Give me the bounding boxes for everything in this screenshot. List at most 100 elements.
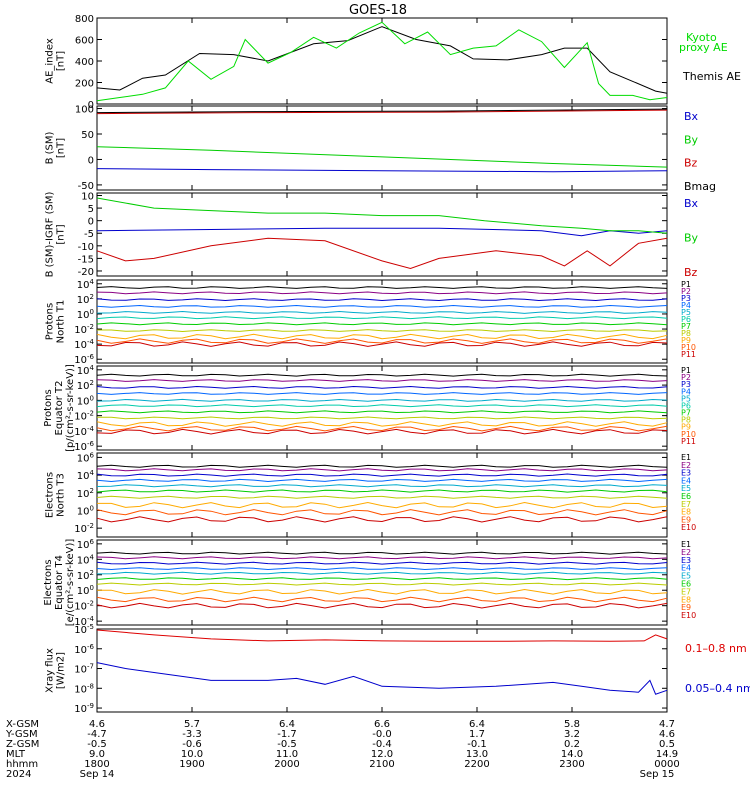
legend-entry: P4 <box>681 387 691 396</box>
ephemeris-value: 0000 <box>654 759 679 770</box>
panel-frame <box>96 365 668 451</box>
channel-line <box>96 489 668 493</box>
ephemeris-row-label: X-GSM <box>6 719 39 730</box>
series-line <box>96 237 668 270</box>
channel-line <box>96 373 668 377</box>
channel-line <box>97 329 668 333</box>
y-tick-label: 100 <box>77 308 94 321</box>
channel-line <box>96 385 668 389</box>
y-tick-label: 0 <box>88 100 94 111</box>
ephemeris-value: -0.1 <box>467 739 487 750</box>
y-axis-label: [nT] <box>56 138 67 158</box>
y-tick-label: 102 <box>77 487 94 500</box>
legend-entry: P5 <box>681 308 691 317</box>
y-tick-label: 10-2 <box>74 410 94 423</box>
channel-line <box>96 298 668 302</box>
y-tick-label: 100 <box>77 584 94 597</box>
channel-line <box>96 567 668 571</box>
y-tick-label: 106 <box>77 538 95 551</box>
series-line <box>96 629 668 642</box>
legend-entry: E2 <box>681 548 691 557</box>
legend-entry: E7 <box>681 500 691 509</box>
channel-line <box>96 468 668 472</box>
channel-line <box>96 421 668 427</box>
channel-line <box>96 392 668 395</box>
ephemeris-value: 1.7 <box>469 729 485 740</box>
channel-line <box>96 478 668 483</box>
y-tick-label: -20 <box>78 267 94 278</box>
series-line <box>96 227 668 237</box>
series-line <box>96 662 668 695</box>
ephemeris-value: 13.0 <box>466 749 488 760</box>
ephemeris-row-label: MLT <box>6 749 26 760</box>
legend-entry: E3 <box>681 556 691 565</box>
ephemeris-value: -1.7 <box>277 729 297 740</box>
legend-entry: 0.05–0.4 nm <box>685 682 750 695</box>
y-tick-label: 400 <box>75 57 94 68</box>
y-tick-label: 102 <box>77 379 94 392</box>
legend-entry: P8 <box>681 416 691 425</box>
channel-line <box>96 509 668 516</box>
ephemeris-value: -4.7 <box>87 729 107 740</box>
legend-entry: Bx <box>684 197 699 210</box>
panel-3: 105 0-5 -10-15 -20 B (SM)-IGRF (SM) [nT] Bx By B… <box>45 192 699 279</box>
y-tick-label: 10-7 <box>74 663 94 676</box>
y-tick-label: 100 <box>75 105 94 116</box>
legend-entry: E4 <box>681 564 691 573</box>
y-tick-label: 10-4 <box>74 338 94 351</box>
y-tick-label: 200 <box>75 79 94 90</box>
y-tick-label: 106 <box>77 451 95 464</box>
legend-entry: P5 <box>681 394 691 403</box>
y-tick-label: 10-6 <box>74 643 94 656</box>
ephemeris-value: 14.9 <box>656 749 678 760</box>
ephemeris-value: 0.5 <box>659 739 675 750</box>
panel-8: 10-5 10-6 10-7 10-8 10-9 Xray flux [W/m2] 0.1–0… <box>45 623 750 715</box>
ephemeris-value: 6.4 <box>279 719 295 730</box>
ephemeris-value: 6.6 <box>374 719 390 730</box>
legend-entry: Themis AE <box>682 70 741 83</box>
channel-line <box>96 322 668 326</box>
legend-entry: By <box>684 133 699 146</box>
legend-entry: P9 <box>681 423 691 432</box>
y-axis-label: Electrons <box>43 559 54 605</box>
ephemeris-value: 4.6 <box>89 719 105 730</box>
channel-line <box>97 501 668 509</box>
legend-entry: E6 <box>681 580 691 589</box>
legend-entry: P2 <box>681 287 691 296</box>
legend-entry: P1 <box>681 366 691 375</box>
y-tick-label: 104 <box>77 364 95 377</box>
ephemeris-value: 6.4 <box>469 719 485 730</box>
y-axis-label: [nT] <box>56 51 67 71</box>
date-start: Sep 14 <box>80 769 115 780</box>
legend-entry: E5 <box>681 572 691 581</box>
y-tick-label: 104 <box>77 553 95 566</box>
channel-line <box>96 428 668 435</box>
channel-line <box>96 398 668 402</box>
ephemeris-value: 2100 <box>369 759 394 770</box>
legend-entry: E10 <box>681 523 696 532</box>
y-tick-label: 104 <box>77 278 95 291</box>
y-tick-label: 10-6 <box>74 440 94 453</box>
channel-line <box>96 425 668 432</box>
channel-line <box>96 304 668 308</box>
channel-line <box>96 316 668 320</box>
ephemeris-value: 0.2 <box>564 739 580 750</box>
legend-entry: Bz <box>684 157 698 170</box>
y-tick-label: -50 <box>78 181 94 192</box>
ephemeris-value: 3.2 <box>564 729 580 740</box>
y-tick-label: -5 <box>84 229 94 240</box>
y-tick-label: 0 <box>88 217 94 228</box>
y-axis-label: B (SM)-IGRF (SM) <box>45 192 56 278</box>
channel-line <box>96 338 668 344</box>
channel-line <box>96 379 668 382</box>
y-tick-label: 10-4 <box>74 615 94 628</box>
panel-4: 104 102 100 10-2 10-4 10-6 Protons North T1 P1P2… <box>45 278 697 366</box>
legend-entry: P4 <box>681 301 691 310</box>
y-axis-label: Protons <box>43 389 54 426</box>
ephemeris-value: 5.8 <box>564 719 580 730</box>
legend-entry: Bmag <box>684 180 716 193</box>
ephemeris-value: 1900 <box>179 759 204 770</box>
channel-line <box>96 495 668 499</box>
channel-line <box>96 571 668 575</box>
